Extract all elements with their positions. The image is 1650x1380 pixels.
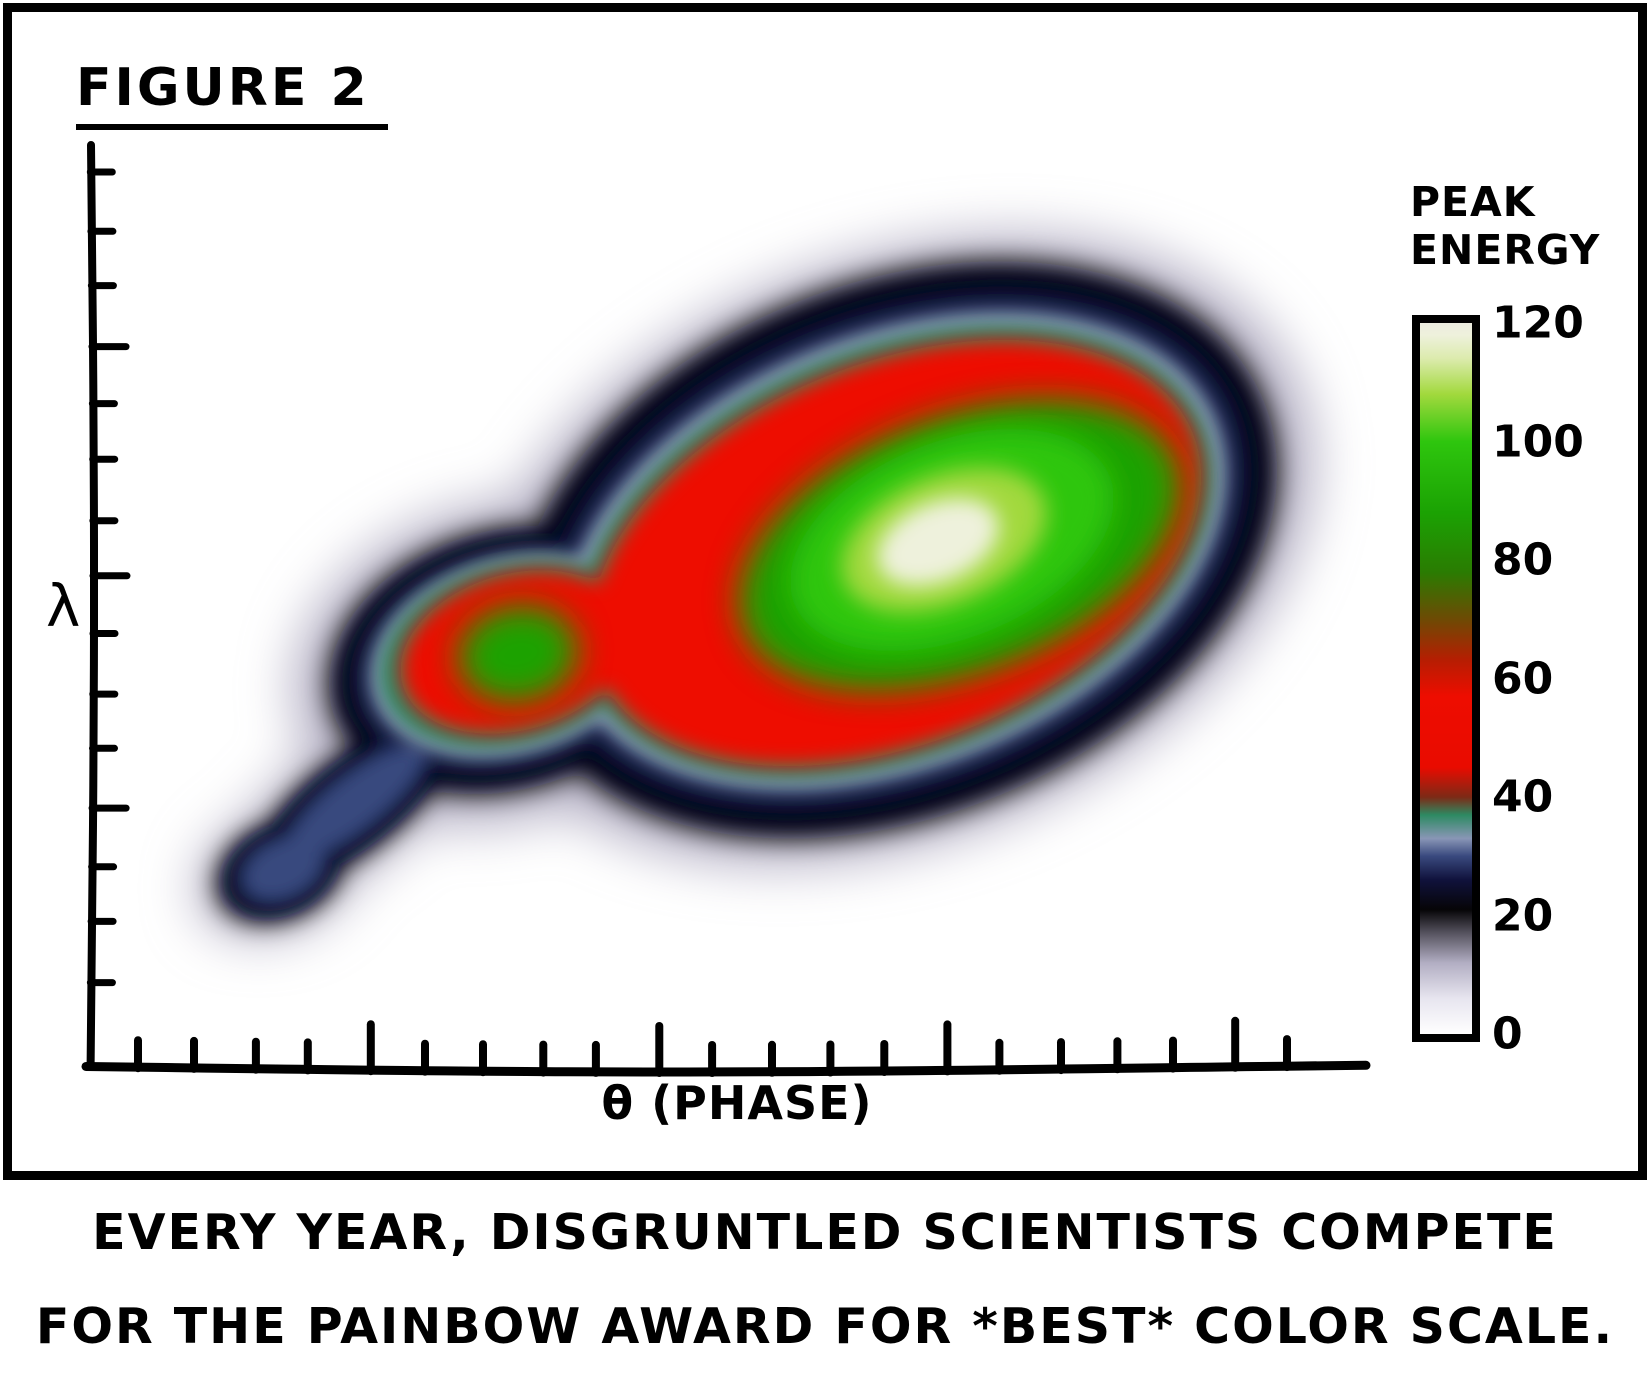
colorbar-tick-label: 100 bbox=[1492, 416, 1584, 467]
caption-line1: EVERY YEAR, DISGRUNTLED SCIENTISTS COMPE… bbox=[92, 1204, 1558, 1261]
density-heatmap-blob bbox=[196, 235, 1314, 938]
colorbar-gradient bbox=[1412, 315, 1480, 1042]
density-layer-shape bbox=[283, 743, 427, 861]
colorbar-tick-label: 60 bbox=[1492, 653, 1554, 704]
colorbar-title-line1: PEAK bbox=[1410, 178, 1536, 226]
density-layer-shape bbox=[877, 498, 999, 586]
plot-axes bbox=[81, 141, 1371, 1077]
y-axis-label: λ bbox=[46, 572, 81, 640]
colorbar-tick-label: 80 bbox=[1492, 534, 1554, 586]
density-layer-v30 bbox=[241, 743, 427, 902]
x-axis-label: θ (PHASE) bbox=[601, 1076, 873, 1130]
caption: EVERY YEAR, DISGRUNTLED SCIENTISTS COMPE… bbox=[0, 1186, 1650, 1374]
density-layer-shape bbox=[241, 836, 325, 902]
colorbar-tick-label: 120 bbox=[1492, 297, 1584, 349]
y-axis-line bbox=[86, 141, 98, 1069]
colorbar-tick-label: 40 bbox=[1492, 771, 1554, 823]
colorbar-tick-labels: 120 100 80 60 40 20 0 bbox=[1492, 0, 1612, 1100]
colorbar-tick-label: 0 bbox=[1492, 1008, 1523, 1060]
density-layer-shape bbox=[458, 605, 578, 703]
figure-title: FIGURE 2 bbox=[76, 58, 388, 130]
caption-line2: FOR THE PAINBOW AWARD FOR *BEST* COLOR S… bbox=[35, 1298, 1615, 1355]
density-layer-v118 bbox=[877, 498, 999, 586]
colorbar-title: PEAK ENERGY bbox=[1410, 178, 1600, 274]
colorbar-title-line2: ENERGY bbox=[1410, 226, 1601, 274]
colorbar-tick-label: 20 bbox=[1492, 890, 1554, 941]
panel-border bbox=[3, 3, 1647, 1180]
x-axis-line bbox=[81, 1060, 1371, 1077]
